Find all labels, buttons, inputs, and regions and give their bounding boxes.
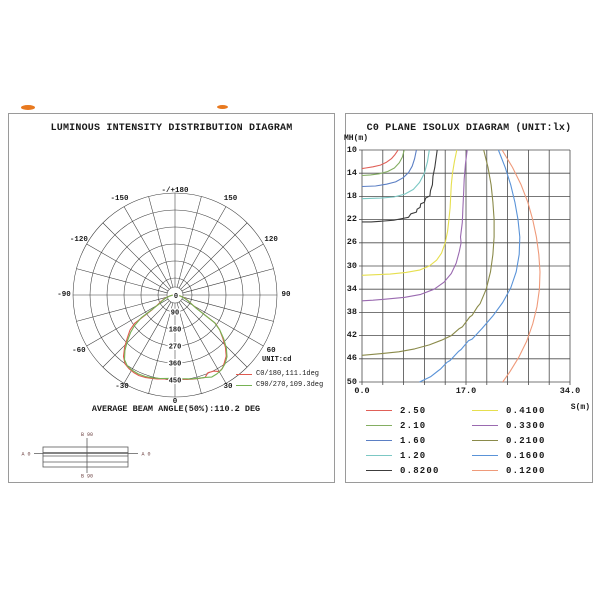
- polar-center-label: 0: [174, 293, 178, 301]
- isolux-panel: [345, 113, 593, 483]
- isolux-contour-1.20: [361, 149, 430, 200]
- legend-value-label: 0.2100: [506, 435, 546, 446]
- luminaire-outline-drawing: [34, 438, 138, 473]
- intensity-distribution-panel: [8, 113, 335, 483]
- average-beam-angle-note: AVERAGE BEAM ANGLE(50%):110.2 DEG: [91, 404, 261, 414]
- isolux-legend-row-0.1600: 0.1600: [472, 448, 546, 463]
- polar-legend-row-c0: C0/180,111.1deg: [236, 370, 319, 378]
- legend-swatch: [366, 410, 392, 411]
- isolux-contours: [361, 149, 541, 383]
- luminaire-a0-left-label: A 0: [21, 452, 30, 458]
- y-tick-14: 14: [346, 167, 357, 178]
- x-tick-17.0: 17.0: [455, 386, 477, 396]
- legend-value-label: 2.10: [400, 420, 427, 431]
- isolux-legend-row-0.2100: 0.2100: [472, 433, 546, 448]
- isolux-contour-2.10: [361, 149, 405, 177]
- isolux-contour-0.2100: [361, 149, 495, 356]
- legend-value-label: 2.50: [400, 405, 427, 416]
- legend-value-label: 0.1600: [506, 450, 546, 461]
- legend-swatch: [472, 440, 498, 441]
- y-tick-42: 42: [346, 330, 357, 341]
- legend-value-label: 0.4100: [506, 405, 546, 416]
- legend-swatch: [366, 455, 392, 456]
- y-tick-50: 50: [346, 376, 357, 387]
- x-axis-title: S(m): [570, 403, 590, 412]
- polar-angle-label-0: 0: [172, 398, 178, 406]
- left-chart-title: LUMINOUS INTENSITY DISTRIBUTION DIAGRAM: [50, 123, 293, 134]
- legend-value-label: 1.20: [400, 450, 427, 461]
- y-tick-34: 34: [346, 283, 357, 294]
- isolux-legend-left-column: 2.50 2.10 1.60 1.20 0.8200: [366, 403, 440, 478]
- isolux-legend-row-0.1200: 0.1200: [472, 463, 546, 478]
- ring-value-label: 180: [169, 327, 182, 335]
- polar-angle-label--150: -150: [110, 194, 129, 203]
- ring-value-label: 270: [169, 344, 182, 352]
- y-tick-38: 38: [346, 306, 357, 317]
- ring-value-label: 90: [171, 310, 179, 318]
- luminaire-b90-top-label: B 90: [81, 432, 93, 438]
- isolux-legend-row-1.20: 1.20: [366, 448, 440, 463]
- isolux-legend-row-2.10: 2.10: [366, 418, 440, 433]
- c90-series-label: C90/270,109.3deg: [256, 381, 324, 389]
- polar-angle-label-150: 150: [223, 194, 238, 203]
- ring-value-label: 450: [169, 378, 182, 386]
- isolux-contour-0.1200: [501, 149, 541, 383]
- isolux-contour-0.1600: [419, 149, 521, 383]
- polar-angle-label--90: -90: [57, 291, 71, 299]
- c0-series-label: C0/180,111.1deg: [256, 370, 320, 378]
- polar-legend-row-c90: C90/270,109.3deg: [236, 381, 323, 389]
- y-tick-46: 46: [346, 353, 357, 364]
- y-tick-30: 30: [346, 260, 357, 271]
- legend-swatch: [366, 470, 392, 471]
- legend-value-label: 0.1200: [506, 465, 546, 476]
- isolux-legend-right-column: 0.4100 0.3300 0.2100 0.1600 0.1200: [472, 403, 546, 478]
- polar-angle-label--120: -120: [69, 235, 88, 244]
- isolux-legend-row-0.4100: 0.4100: [472, 403, 546, 418]
- polar-angle-label-90: 90: [281, 291, 291, 299]
- isolux-contour-1.60: [361, 149, 417, 188]
- legend-swatch: [472, 410, 498, 411]
- polar-angle-label-120: 120: [264, 235, 278, 244]
- y-tick-10: 10: [346, 144, 357, 155]
- polar-angle-label--30: -30: [115, 382, 129, 391]
- polar-angle-label--60: -60: [72, 346, 86, 355]
- ring-value-label: 360: [169, 361, 182, 369]
- polar-angle-label-30: 30: [223, 382, 233, 391]
- right-chart-title: C0 PLANE ISOLUX DIAGRAM (UNIT:lx): [366, 123, 572, 134]
- legend-swatch: [472, 455, 498, 456]
- isolux-legend-row-0.3300: 0.3300: [472, 418, 546, 433]
- isolux-contour-0.8200: [362, 149, 438, 223]
- polar-unit-label: UNIT:cd: [262, 356, 292, 364]
- y-axis-title: MH(m): [344, 134, 369, 143]
- x-tick-0.0: 0.0: [354, 386, 370, 396]
- isolux-contour-0.3300: [361, 149, 468, 302]
- polar-angle-label--/+180: -/+180: [161, 187, 189, 195]
- legend-swatch: [472, 470, 498, 471]
- x-tick-34.0: 34.0: [559, 386, 581, 396]
- legend-swatch: [472, 425, 498, 426]
- isolux-legend-row-0.8200: 0.8200: [366, 463, 440, 478]
- legend-swatch: [366, 440, 392, 441]
- legend-value-label: 1.60: [400, 435, 427, 446]
- polar-curve-c90: [123, 294, 228, 380]
- y-tick-18: 18: [346, 190, 357, 201]
- c90-series-swatch: [236, 384, 252, 386]
- c0-series-swatch: [236, 373, 252, 375]
- y-tick-26: 26: [346, 237, 357, 248]
- isolux-legend-row-2.50: 2.50: [366, 403, 440, 418]
- legend-value-label: 0.8200: [400, 465, 440, 476]
- legend-value-label: 0.3300: [506, 420, 546, 431]
- luminaire-b90-bottom-label: B 90: [81, 474, 93, 480]
- cropped-orange-logo-mark: [217, 105, 228, 109]
- y-tick-22: 22: [346, 214, 357, 225]
- isolux-legend-row-1.60: 1.60: [366, 433, 440, 448]
- legend-swatch: [366, 425, 392, 426]
- isolux-contour-2.50: [361, 149, 399, 170]
- polar-angle-label-60: 60: [266, 346, 276, 355]
- isolux-contour-0.4100: [361, 149, 458, 276]
- luminaire-a0-right-label: A 0: [141, 452, 150, 458]
- cropped-orange-logo-mark: [21, 105, 35, 110]
